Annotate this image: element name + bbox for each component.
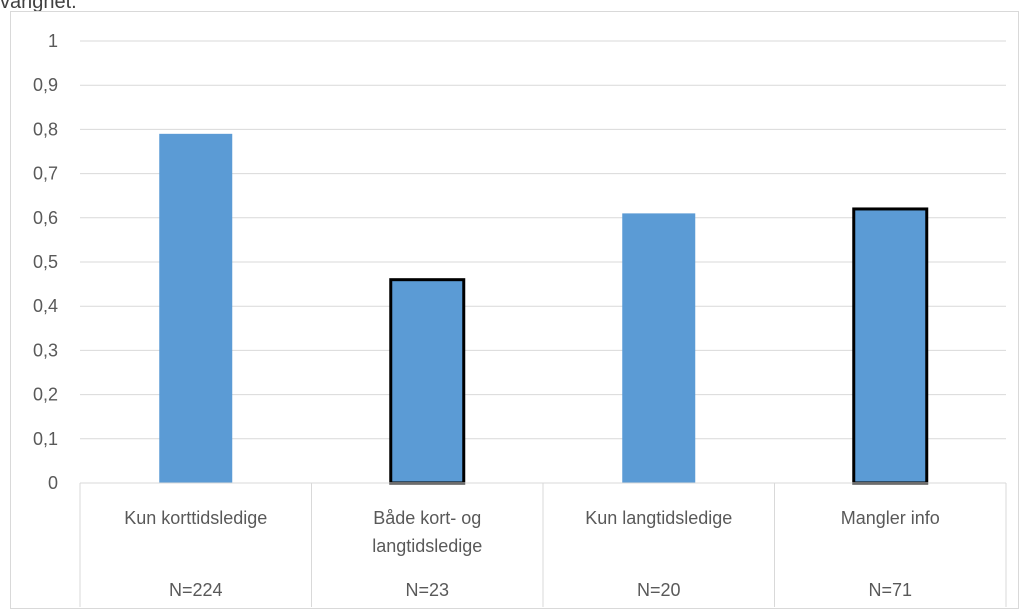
y-tick-label: 0,4 — [33, 296, 58, 316]
gridlines — [80, 40, 1006, 440]
y-tick-label: 0,8 — [33, 119, 58, 139]
chart-caption-fragment: varighet. — [0, 0, 77, 13]
category-label: langtidsledige — [372, 536, 482, 556]
sample-size-label: N=20 — [637, 580, 681, 600]
bar — [389, 278, 466, 485]
sample-size-label: N=224 — [169, 580, 223, 600]
category-label: Mangler info — [841, 508, 940, 528]
bars — [159, 133, 929, 485]
y-tick-label: 0,5 — [33, 252, 58, 272]
y-tick-label: 0,3 — [33, 340, 58, 360]
y-axis-ticks: 0 0,1 0,2 0,3 0,4 0,5 0,6 0,7 0,8 0,9 1 — [33, 31, 58, 493]
category-label: Både kort- og — [373, 508, 481, 528]
sample-size-label: N=23 — [405, 580, 449, 600]
y-tick-label: 0 — [48, 473, 58, 493]
sample-size-label: N=71 — [868, 580, 912, 600]
y-tick-label: 0,1 — [33, 429, 58, 449]
category-label: Kun korttidsledige — [124, 508, 267, 528]
y-tick-label: 0,6 — [33, 208, 58, 228]
y-tick-label: 0,9 — [33, 75, 58, 95]
y-tick-label: 0,7 — [33, 164, 58, 184]
bar — [159, 133, 233, 483]
bar — [622, 213, 696, 483]
category-label: Kun langtidsledige — [585, 508, 732, 528]
y-tick-label: 0,2 — [33, 385, 58, 405]
x-axis: Kun korttidsledige N=224 Både kort- og lang… — [79, 482, 1007, 607]
y-tick-label: 1 — [48, 31, 58, 51]
bar — [852, 207, 929, 485]
